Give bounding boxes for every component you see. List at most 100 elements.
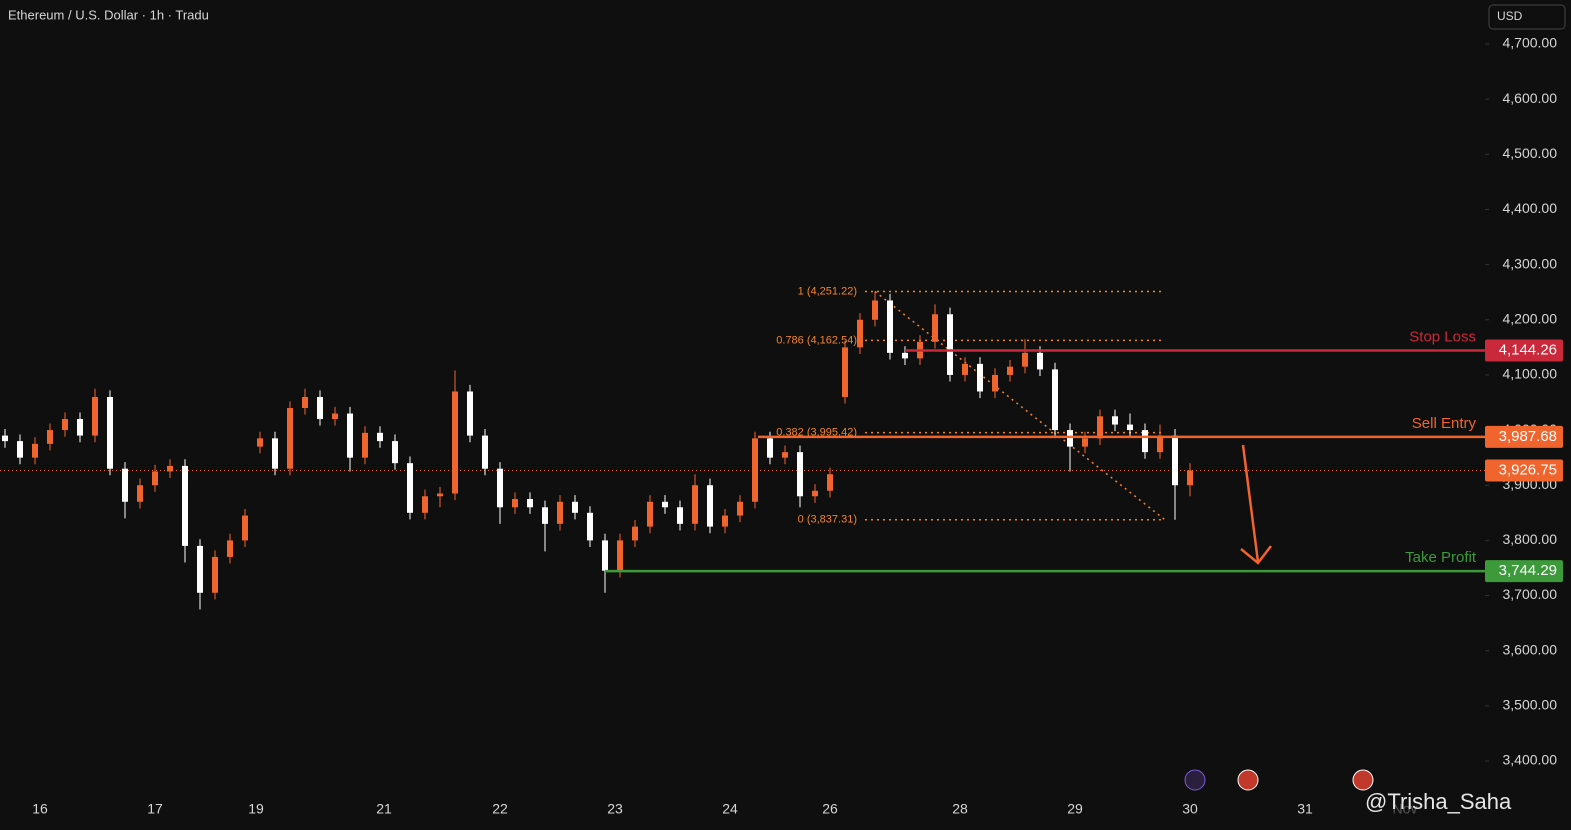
bottom-icons [1184,769,1374,791]
candle-body [332,413,338,420]
candle-body [1007,366,1013,375]
candle-body [587,512,593,541]
candle-body [677,507,683,524]
x-tick-label: 19 [248,801,264,817]
y-tick-label: 4,700.00 [1503,35,1558,51]
fib-label: 0 (3,837.31) [798,514,857,526]
x-tick-label: 31 [1297,801,1313,817]
candle-body [392,441,398,464]
candle-body [377,432,383,442]
candle-body [257,438,263,447]
price-tag [1485,560,1563,583]
candle-body [512,499,518,508]
y-tick-label: 4,200.00 [1503,310,1558,326]
candle-body [872,300,878,320]
y-tick-label: 3,600.00 [1503,641,1558,657]
candle-body [362,432,368,458]
candle-body [1052,369,1058,431]
y-tick-label: 3,500.00 [1503,697,1558,713]
price-tag [1485,459,1563,482]
x-tick-label: 23 [607,801,623,817]
candle-body [467,391,473,436]
candle-body [17,441,23,458]
candle-body [557,501,563,524]
candle-body [962,363,968,375]
y-tick-label: 3,700.00 [1503,586,1558,602]
candle-body [212,556,218,593]
candle-body [572,501,578,513]
candle-body [992,374,998,392]
candle-body [1187,470,1193,486]
candle-body [227,540,233,557]
candle-body [842,347,848,397]
candle-body [947,314,953,375]
x-tick-label: 26 [822,801,838,817]
candle-body [632,526,638,541]
candle-body [182,465,188,546]
fib-label: 0.382 (3,995.42) [776,427,857,439]
y-tick-label: 4,600.00 [1503,90,1558,106]
candle-body [497,468,503,508]
candle-body [272,438,278,469]
symbol-title: Ethereum / U.S. Dollar · 1h · Tradu [8,7,209,22]
x-tick-label: 17 [147,801,163,817]
x-tick-label: 16 [32,801,48,817]
candle-body [197,545,203,593]
trade-level-name: Take Profit [1405,549,1477,566]
candle-body [662,501,668,508]
candle-body [1142,430,1148,453]
candle-body [242,515,248,541]
y-tick-label: 4,100.00 [1503,366,1558,382]
candle-body [92,396,98,436]
candle-body [932,314,938,342]
candle-body [602,540,608,571]
candle-body [1172,435,1178,486]
candle-body [347,413,353,458]
trade-level-name: Sell Entry [1412,415,1477,432]
candle-body [647,501,653,527]
candle-body [1022,352,1028,367]
price-tag-label: 3,987.68 [1499,428,1557,445]
candle-body [617,540,623,571]
fib-label: 0.786 (4,162.54) [776,334,857,346]
candle-body [737,501,743,516]
candle-body [2,435,8,442]
candle-body [47,430,53,444]
candle-body [857,319,863,348]
candle-body [542,507,548,524]
forecast-arrow [1240,444,1272,565]
price-tag-label: 3,926.75 [1499,461,1557,478]
currency-button[interactable] [1488,4,1566,30]
candle-body [122,468,128,502]
candle-body [107,396,113,469]
candle-body [1127,424,1133,431]
candle-body [902,352,908,359]
candle-body [152,471,158,486]
candle-body [287,408,293,469]
candle-body [1112,416,1118,425]
candle-body [437,493,443,497]
watermark: @Trisha_Saha [1365,789,1512,814]
trade-level-name: Stop Loss [1409,328,1476,345]
y-tick-label: 4,500.00 [1503,145,1558,161]
y-tick-label: 4,400.00 [1503,200,1558,216]
x-tick-label: 22 [492,801,508,817]
y-tick-label: 4,300.00 [1503,255,1558,271]
candle-body [302,396,308,409]
currency-label: USD [1497,9,1523,23]
candle-body [1067,430,1073,447]
candle-body [977,363,983,392]
candle-body [752,438,758,502]
x-tick-label: Nov [1393,801,1418,817]
candle-body [707,485,713,527]
candle-body [317,396,323,420]
candle-body [527,499,533,508]
y-tick-label: 3,400.00 [1503,752,1558,768]
candle-body [1082,438,1088,447]
candle-body [767,438,773,458]
price-tag-label: 3,744.29 [1499,562,1557,579]
price-tag [1485,425,1563,448]
candle-body [797,452,803,497]
y-tick-label: 3,800.00 [1503,531,1558,547]
